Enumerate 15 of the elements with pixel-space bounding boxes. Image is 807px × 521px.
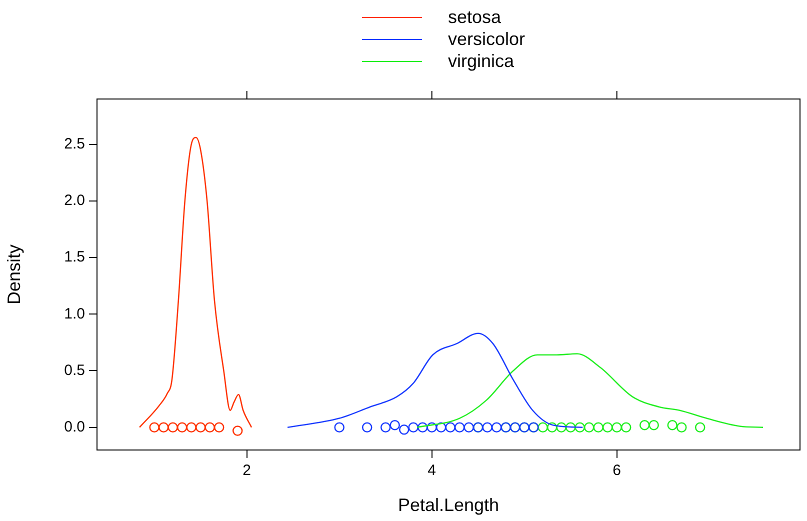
y-tick-label: 2.5	[64, 135, 85, 152]
x-axis-title: Petal.Length	[398, 495, 500, 516]
legend-label: setosa	[448, 6, 502, 28]
y-tick-label: 1.0	[64, 305, 85, 322]
legend-label: virginica	[448, 50, 514, 72]
y-tick-label: 2.0	[64, 192, 85, 210]
y-tick-label: 0.5	[64, 362, 85, 379]
line-series	[138, 136, 252, 428]
x-tick-label: 2	[242, 462, 252, 480]
y-axis-title: Density	[4, 244, 24, 305]
x-tick-label: 4	[428, 462, 436, 480]
x-tick-label: 6	[612, 462, 622, 480]
y-tick-label: 1.5	[64, 248, 85, 266]
legend-label: versicolor	[448, 28, 526, 50]
y-tick-label: 0.0	[64, 418, 85, 436]
